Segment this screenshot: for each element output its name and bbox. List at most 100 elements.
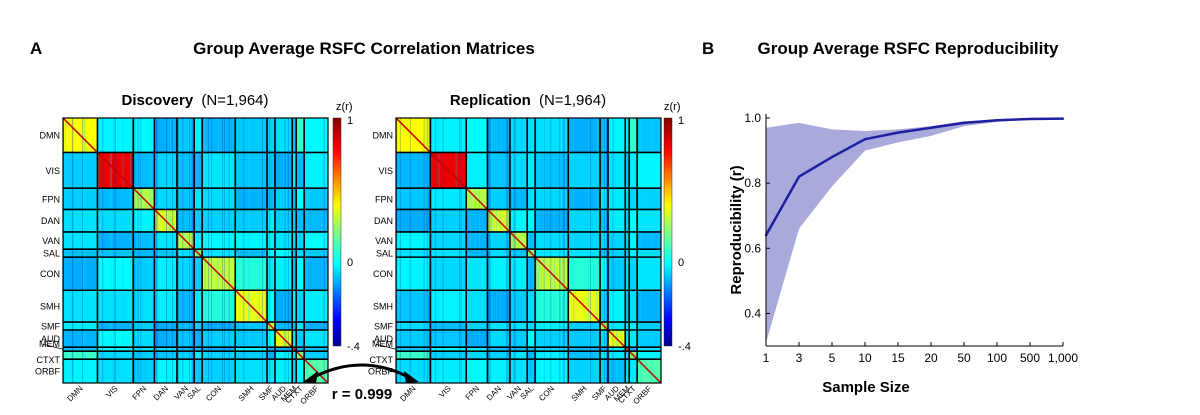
matrix-block-MEM-SMF xyxy=(600,347,608,352)
matrix-block-VIS-DMN xyxy=(63,152,98,189)
panel-b-letter: B xyxy=(702,39,714,58)
matrix-block-SMH-MEM xyxy=(292,290,297,323)
matrix-block-FPN-CON xyxy=(202,188,236,210)
colorbar-label: z(r) xyxy=(664,101,681,113)
matrix-block-SMH-VIS xyxy=(97,290,134,323)
matrix-block-VIS-CON xyxy=(535,152,569,189)
matrix-block-SAL-FPN xyxy=(133,249,155,258)
curved-arrow-icon xyxy=(311,363,411,380)
matrix-block-CTXT-SMH xyxy=(235,351,268,360)
matrix-block-SAL-MEM xyxy=(625,249,630,258)
matrix-block-FPN-ORBF xyxy=(637,188,661,210)
matrix-block-SAL-FPN xyxy=(466,249,488,258)
matrix-grid xyxy=(63,118,328,383)
matrix-border xyxy=(62,117,329,384)
matrix-block-VAN-SAL xyxy=(194,231,203,250)
matrix-block-CTXT-VIS xyxy=(430,351,467,360)
matrix-block-VIS-MEM xyxy=(292,152,297,189)
colorbar-tick-min: -.4 xyxy=(678,341,691,353)
matrix-block-ORBF-DAN xyxy=(487,359,510,383)
matrix-block-MEM-VAN xyxy=(509,347,528,352)
row-label-con: CON xyxy=(40,269,60,279)
matrix-block-VIS-AUD xyxy=(608,152,626,189)
matrix-block-ORBF-AUD xyxy=(275,359,293,383)
confidence-band xyxy=(766,118,1063,343)
matrix-block-AUD-SMF xyxy=(600,330,608,348)
row-label-smh: SMH xyxy=(373,302,393,312)
row-label-aud: AUD xyxy=(374,334,394,344)
matrix-block-SMF-CTXT xyxy=(629,322,638,330)
matrix-block-SMF-MEM xyxy=(625,322,630,330)
matrix-border xyxy=(395,117,662,384)
matrix-block-FPN-DMN xyxy=(396,188,431,210)
matrix-block-DMN-SAL xyxy=(527,118,536,153)
matrix-block-DMN-FPN xyxy=(133,118,155,153)
matrix-block-SMF-ORBF xyxy=(304,322,328,330)
matrix-block-SMF-AUD xyxy=(608,322,626,330)
matrix-block-CTXT-AUD xyxy=(608,351,626,360)
matrix-block-ORBF-SMF xyxy=(267,359,275,383)
matrix-block-MEM-SMF xyxy=(267,347,275,352)
matrix-block-SMF-FPN xyxy=(466,322,488,330)
data-point xyxy=(995,119,999,122)
matrix-block-SMF-VIS xyxy=(97,322,134,330)
matrix-block-AUD-SMH xyxy=(235,330,268,348)
matrix-block-DMN-DAN xyxy=(154,118,177,153)
y-tick-label: 0.6 xyxy=(744,241,761,255)
mem-pointer-line xyxy=(42,343,64,350)
matrix-block-SMH-VAN xyxy=(509,290,528,323)
matrix-block-MEM-FPN xyxy=(133,347,155,352)
colorbar-tick-zero: 0 xyxy=(347,257,353,269)
matrix-block-CTXT-FPN xyxy=(466,351,488,360)
matrix-block-FPN-SMF xyxy=(267,188,275,210)
discovery-title-bold: Discovery xyxy=(121,92,193,109)
data-point xyxy=(1028,117,1032,121)
matrix-block-AUD-CTXT xyxy=(629,330,638,348)
matrix-block-VIS-MEM xyxy=(625,152,630,189)
matrix-block-VAN-ORBF xyxy=(304,231,328,250)
matrix-block-AUD-SAL xyxy=(527,330,536,348)
row-label-dan: DAN xyxy=(41,216,60,226)
row-label-orbf: ORBF xyxy=(368,367,394,377)
row-label-dan: DAN xyxy=(374,216,393,226)
matrix-block-SMF-CON xyxy=(202,322,236,330)
matrix-block-VIS-SAL xyxy=(527,152,536,189)
comparison-arrow: r = 0.999 xyxy=(303,363,419,403)
matrix-block-CTXT-DAN xyxy=(154,351,177,360)
data-point xyxy=(830,155,834,159)
matrix-block-CON-MEM xyxy=(292,257,297,291)
matrix-block-VAN-VIS xyxy=(430,231,467,250)
matrix-block-DMN-SMH xyxy=(235,118,268,153)
data-point xyxy=(962,121,966,125)
row-label-con: CON xyxy=(373,269,393,279)
matrix-block-CTXT-ORBF xyxy=(304,351,328,360)
matrix-block-VAN-DMN xyxy=(396,231,431,250)
matrix-block-SMH-VAN xyxy=(176,290,195,323)
matrix-block-VAN-SMH xyxy=(568,231,601,250)
matrix-block-VIS-VAN xyxy=(509,152,528,189)
matrix-block-VAN-MEM xyxy=(292,231,297,250)
matrix-block-SAL-CTXT xyxy=(296,249,305,258)
matrix-block-DMN-AUD xyxy=(275,118,293,153)
matrix-block-FPN-VIS xyxy=(97,188,134,210)
matrix-block-MEM-DAN xyxy=(487,347,510,352)
matrix-block-DAN-VAN xyxy=(509,209,528,232)
matrix-block-VIS-CTXT xyxy=(629,152,638,189)
matrix-block-AUD-VIS xyxy=(97,330,134,348)
matrix-block-CTXT-SAL xyxy=(194,351,203,360)
row-label-smf: SMF xyxy=(41,322,61,332)
matrix-block-DMN-SMH xyxy=(568,118,601,153)
matrix-block-CON-VAN xyxy=(509,257,528,291)
matrix-block-SMH-DAN xyxy=(487,290,510,323)
matrix-block-DAN-VAN xyxy=(176,209,195,232)
matrix-block-DAN-ORBF xyxy=(304,209,328,232)
colorbar-replication: z(r) 1 0 -.4 xyxy=(663,101,691,353)
matrix-block-FPN-CTXT xyxy=(296,188,305,210)
matrix-block-MEM-DMN xyxy=(396,347,431,352)
matrix-block-DMN-CTXT xyxy=(296,118,305,153)
matrix-block-CTXT-VIS xyxy=(97,351,134,360)
y-axis-label: Reproducibility (r) xyxy=(728,165,745,294)
replication-matrix: Replication (N=1,964) DMN DMN VIS VIS FPN FPN… xyxy=(368,92,662,406)
matrix-block-VAN-SAL xyxy=(527,231,536,250)
matrix-block-DMN-MEM xyxy=(625,118,630,153)
